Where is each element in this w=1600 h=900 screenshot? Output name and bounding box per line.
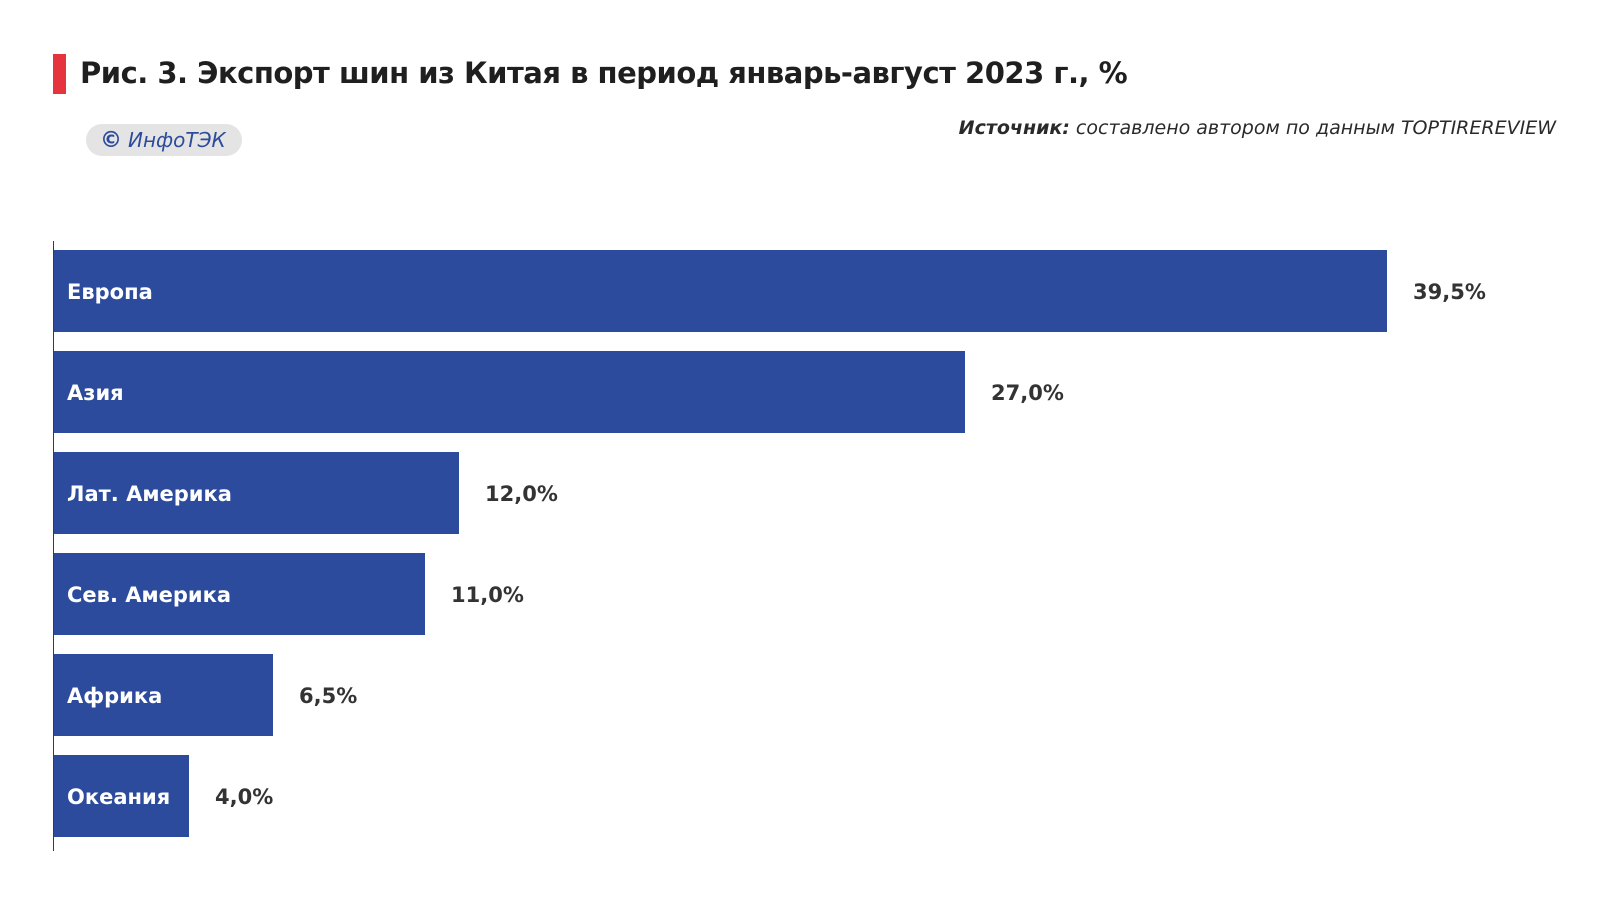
value-label-2: 12,0% (485, 482, 558, 506)
source-text: составлено автором по данным TOPTIREREVI… (1069, 117, 1556, 139)
value-label-5: 4,0% (215, 785, 273, 809)
bar-4 (54, 654, 273, 736)
category-label-1: Азия (67, 381, 124, 405)
bar-1 (54, 351, 965, 433)
category-axis-line (53, 241, 54, 851)
value-label-3: 11,0% (451, 583, 524, 607)
source-note: Источник: составлено автором по данным T… (959, 117, 1556, 139)
source-label: Источник: (958, 117, 1070, 139)
bar-5 (54, 755, 189, 837)
copyright-icon: © (100, 127, 122, 153)
bar-3 (54, 553, 425, 635)
chart-title: Рис. 3. Экспорт шин из Китая в период ян… (80, 56, 1128, 90)
title-accent-bar (53, 54, 66, 94)
category-label-3: Сев. Америка (67, 583, 231, 607)
category-label-5: Океания (67, 785, 170, 809)
brand-badge: © ИнфоТЭК (86, 124, 242, 156)
value-label-1: 27,0% (991, 381, 1064, 405)
category-label-4: Африка (67, 684, 162, 708)
bar-2 (54, 452, 459, 534)
category-label-2: Лат. Америка (67, 482, 232, 506)
category-label-0: Европа (67, 280, 153, 304)
brand-name: ИнфоТЭК (128, 128, 226, 152)
value-label-4: 6,5% (299, 684, 357, 708)
value-label-0: 39,5% (1413, 280, 1486, 304)
bar-0 (54, 250, 1387, 332)
